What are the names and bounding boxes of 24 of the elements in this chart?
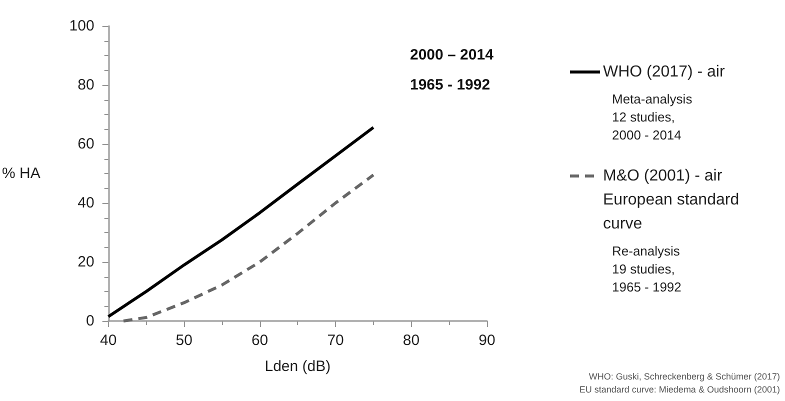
x-tick-label: 50	[176, 332, 192, 349]
y-tick-label: 40	[78, 194, 94, 212]
text: EU standard curve: Miedema & Oudshoorn (2001)	[579, 384, 780, 394]
y-tick-label: 20	[78, 254, 94, 270]
line-series	[122, 173, 375, 322]
legend-label: WHO (2017) - air	[603, 64, 726, 80]
y-tick-label: 60	[78, 136, 94, 152]
text: WHO: Guski, Schreckenberg & Schümer (2017)	[588, 372, 780, 382]
annotation: 2000 – 2014	[410, 46, 494, 64]
x-tick-label: 40	[100, 332, 117, 349]
y-tick-label: 100	[69, 18, 94, 34]
x-tick-label: 60	[251, 332, 268, 349]
y-axis-title: % HA	[2, 165, 40, 182]
line-series	[106, 126, 375, 318]
x-tick-label: 90	[478, 332, 496, 349]
text: Meta-analysis 12 studies, 2000 - 2014	[612, 92, 693, 142]
x-axis-title: Lden (dB)	[264, 358, 331, 375]
annotation: 1965 - 1992	[410, 76, 490, 94]
legend-label: M&O (2001) - air European standard curve	[603, 168, 744, 232]
x-tick-label: 70	[327, 332, 344, 349]
x-tick-label: 80	[402, 332, 420, 349]
y-tick-label: 80	[78, 76, 94, 94]
y-tick-label: 0	[86, 312, 94, 330]
text: Re-analysis 19 studies, 1965 - 1992	[612, 244, 682, 294]
